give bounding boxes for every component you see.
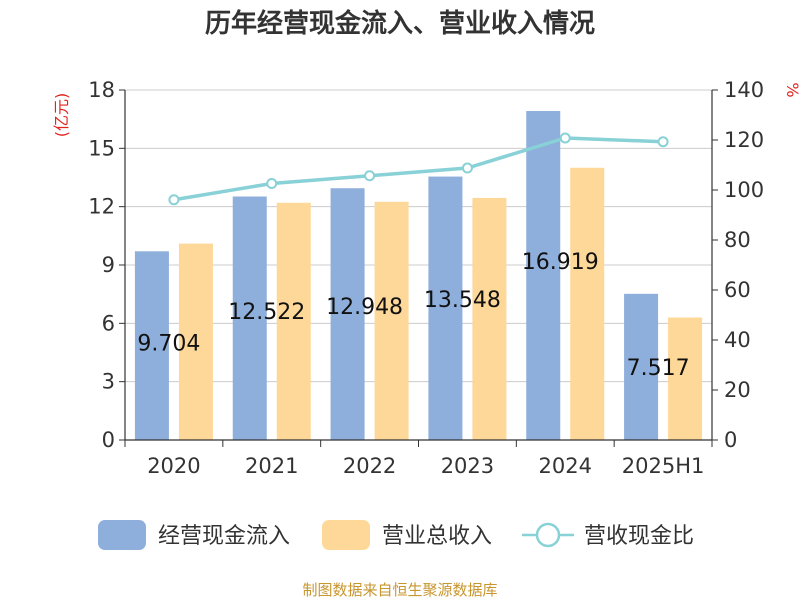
chart-title: 历年经营现金流入、营业收入情况: [205, 8, 595, 39]
source-note: 制图数据来自恒生聚源数据库: [302, 581, 497, 599]
right-axis-unit: %: [783, 82, 800, 97]
right-tick-label: 80: [724, 228, 751, 252]
bar-cash-inflow: [330, 188, 365, 440]
bar-cash-inflow: [134, 251, 169, 440]
ratio-line: [168, 132, 669, 206]
bar-cash-inflow: [232, 196, 267, 440]
bar-revenue: [276, 202, 311, 440]
ratio-point: [559, 132, 571, 144]
right-tick-label: 60: [724, 278, 751, 302]
bar-cash-inflow: [428, 176, 463, 441]
right-tick-label: 140: [724, 78, 764, 102]
bar-revenue: [374, 201, 409, 440]
ratio-point: [168, 194, 180, 206]
x-tick-label: 2021: [245, 454, 298, 478]
legend-swatch: [322, 520, 370, 550]
legend: 经营现金流入 营业总收入 营收现金比: [98, 520, 694, 550]
bar-value-label: 13.548: [424, 288, 501, 313]
bar-value-label: 9.704: [137, 332, 200, 357]
legend-label: 营业总收入: [382, 524, 492, 549]
legend-label: 营收现金比: [584, 524, 694, 549]
bar-revenue: [570, 167, 605, 440]
bar-cash-inflow: [624, 293, 659, 440]
right-tick-label: 120: [724, 128, 764, 152]
left-tick-label: 9: [102, 253, 115, 277]
left-tick-label: 12: [88, 195, 115, 219]
bar-revenue: [178, 243, 213, 440]
left-tick-label: 3: [102, 370, 115, 394]
right-tick-label: 100: [724, 178, 764, 202]
left-tick-label: 6: [102, 311, 115, 335]
bar-revenue: [668, 317, 703, 440]
left-tick-label: 0: [102, 428, 115, 452]
x-tick-label: 2020: [147, 454, 200, 478]
right-tick-label: 0: [724, 428, 737, 452]
ratio-point: [461, 162, 473, 174]
left-tick-label: 15: [88, 136, 115, 160]
ratio-point: [657, 136, 669, 148]
x-tick-label: 2022: [343, 454, 396, 478]
bar-value-label: 16.919: [522, 250, 599, 275]
bars: [134, 111, 703, 441]
bar-value-label: 12.948: [326, 295, 403, 320]
left-tick-label: 18: [88, 78, 115, 102]
bar-value-label: 12.522: [228, 300, 305, 325]
left-axis-unit: (亿元): [52, 93, 71, 138]
axes: 0 3 6 9 12 15 18 0 20 40 60 80 100 120 140 2020 2021 2022…: [88, 78, 764, 478]
x-tick-label: 2025H1: [622, 454, 705, 478]
bar-value-label: 7.517: [627, 356, 690, 381]
ratio-line-path: [173, 136, 664, 202]
bar-cash-inflow: [526, 111, 561, 441]
ratio-point: [364, 170, 376, 182]
gridlines: [125, 89, 712, 383]
data-labels: 9.704 12.522 12.948 13.548 16.919 7.517: [137, 250, 689, 381]
legend-marker: [535, 522, 561, 548]
ratio-point: [266, 178, 278, 189]
x-tick-label: 2024: [539, 454, 592, 478]
right-tick-label: 20: [724, 378, 751, 402]
legend-swatch: [98, 520, 146, 550]
x-tick-label: 2023: [441, 454, 494, 478]
right-tick-label: 40: [724, 328, 751, 352]
bar-revenue: [472, 197, 507, 440]
legend-label: 经营现金流入: [158, 524, 290, 549]
